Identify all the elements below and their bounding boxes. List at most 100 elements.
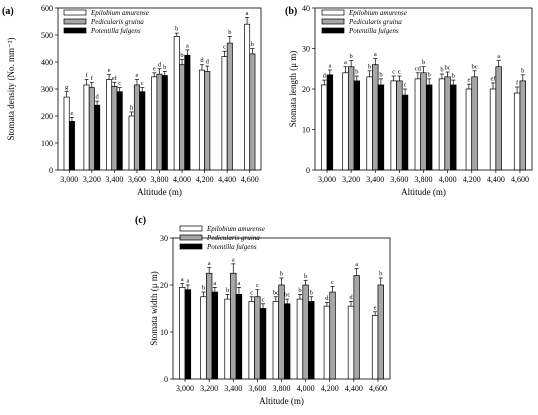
significance-label: c	[118, 80, 121, 87]
bar	[296, 298, 304, 380]
bar	[230, 272, 237, 380]
legend-swatch	[179, 243, 203, 250]
significance-label: b	[226, 287, 229, 294]
panel-label: (c)	[135, 215, 146, 226]
significance-label: c	[392, 69, 395, 76]
x-tick-label: 4,200	[321, 384, 339, 393]
significance-label: d	[323, 73, 327, 80]
significance-label: b	[202, 285, 205, 292]
bar	[205, 272, 213, 380]
legend-label: Epilobium amurense	[90, 9, 149, 17]
significance-label: b	[251, 41, 254, 48]
significance-label: a	[328, 62, 331, 69]
significance-label: a	[344, 59, 347, 66]
bar	[179, 287, 186, 380]
significance-label: e	[135, 72, 138, 79]
bar	[68, 121, 75, 171]
significance-label: c	[398, 69, 401, 76]
x-tick-label: 4,200	[196, 175, 214, 184]
significance-label: b	[163, 64, 166, 71]
y-tick-label: 200	[41, 112, 53, 121]
significance-label: c	[141, 80, 144, 87]
bar	[321, 84, 328, 171]
significance-label: f	[85, 72, 88, 79]
significance-label: d	[200, 57, 204, 64]
significance-label: b	[355, 69, 358, 76]
x-tick-label: 3,400	[105, 175, 123, 184]
bar	[401, 94, 409, 171]
significance-label: c	[262, 296, 265, 303]
significance-label: a	[374, 51, 377, 58]
y-tick-label: 600	[41, 4, 53, 13]
bar	[302, 284, 309, 380]
significance-label: ef	[490, 75, 496, 82]
y-tick-label: 0	[49, 166, 53, 175]
bar	[272, 301, 280, 380]
bar	[353, 80, 361, 171]
bar	[377, 284, 384, 380]
x-tick-label: 3,200	[200, 384, 218, 393]
bar	[139, 91, 146, 171]
legend-swatch	[321, 27, 345, 34]
significance-label: d	[96, 94, 100, 101]
x-tick-label: 3,800	[151, 175, 169, 184]
bar	[221, 56, 228, 171]
legend-label: Pedicularis gruina	[206, 234, 260, 242]
significance-label: c	[250, 289, 253, 296]
y-tick-label: 400	[41, 58, 53, 67]
significance-label: c	[331, 279, 334, 286]
y-tick-label: 0	[164, 375, 168, 384]
y-tick-label: 500	[41, 31, 53, 40]
legend-label: Potentilla fulgens	[90, 27, 141, 35]
bar	[204, 71, 211, 171]
bar	[342, 72, 349, 171]
bar	[106, 79, 113, 171]
x-axis-title: Altitude (m)	[259, 396, 304, 406]
bar	[116, 91, 123, 171]
bar	[254, 296, 261, 380]
bar	[425, 84, 433, 171]
significance-label: b	[350, 53, 353, 60]
bar	[353, 275, 360, 380]
bar	[438, 78, 446, 171]
significance-label: f	[91, 75, 94, 82]
significance-label: a	[237, 280, 240, 287]
bar	[224, 298, 231, 380]
bar	[235, 294, 243, 380]
panel-label: (a)	[2, 6, 14, 17]
y-axis-title: Stomata length (μ m)	[288, 51, 298, 128]
y-axis-title: Stomata density (No. mm⁻²)	[6, 38, 16, 141]
x-tick-label: 4,400	[218, 175, 236, 184]
bar	[450, 84, 457, 171]
x-tick-label: 3,000	[176, 384, 194, 393]
y-axis-title: Stomata width (μ m)	[149, 271, 159, 346]
significance-label: e	[467, 77, 470, 84]
x-tick-label: 4,000	[297, 384, 315, 393]
bar	[173, 35, 180, 171]
significance-label: b	[428, 71, 431, 78]
y-tick-label: 0	[306, 166, 310, 175]
legend-label: Pedicularis gruina	[90, 18, 144, 26]
bar	[366, 76, 373, 171]
y-tick-label: 100	[41, 139, 53, 148]
x-tick-label: 4,600	[369, 384, 387, 393]
legend-swatch	[63, 18, 87, 25]
x-axis-title: Altitude (m)	[137, 187, 182, 197]
bar	[198, 69, 205, 171]
bar	[63, 96, 70, 171]
bar	[283, 303, 291, 380]
bar	[133, 84, 140, 171]
significance-label: b	[440, 67, 443, 74]
significance-label: b	[379, 71, 382, 78]
x-tick-label: 4,400	[487, 175, 505, 184]
legend-label: Epilobium amurense	[348, 9, 407, 17]
significance-label: cd	[415, 65, 422, 72]
significance-label: b	[521, 67, 524, 74]
x-tick-label: 3,000	[60, 175, 78, 184]
bar	[371, 315, 379, 380]
bar	[278, 284, 285, 380]
significance-label: bc	[445, 64, 451, 71]
legend-label: Pedicularis gruina	[348, 18, 402, 26]
